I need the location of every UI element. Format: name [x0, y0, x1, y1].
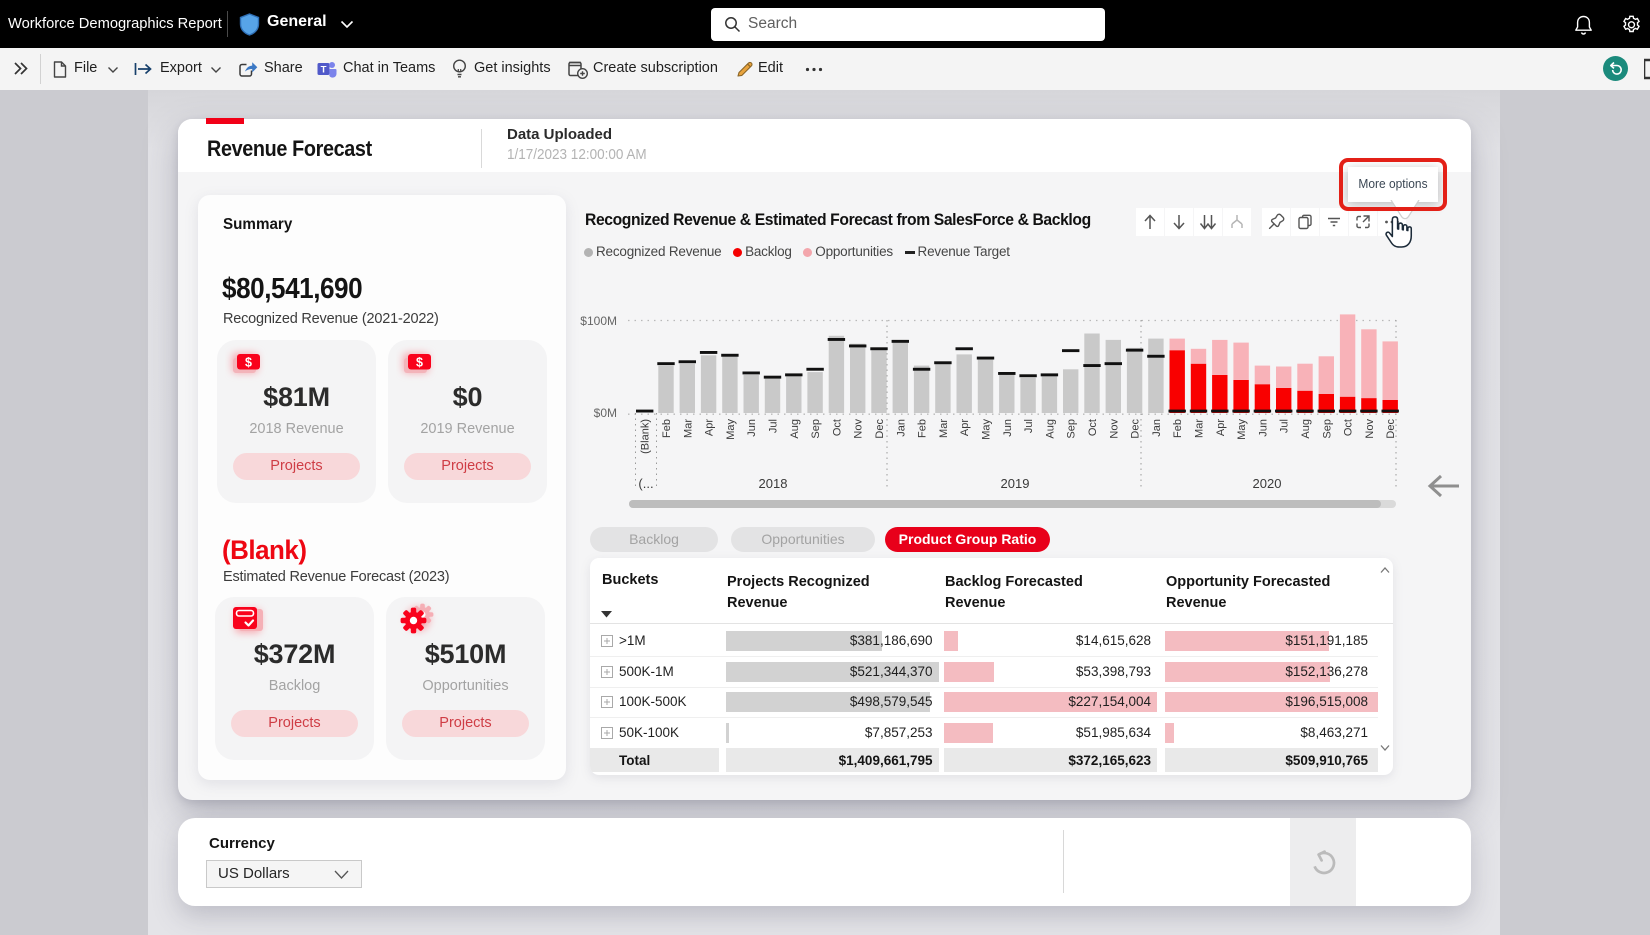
svg-text:Apr: Apr [959, 419, 971, 436]
svg-text:Dec: Dec [1130, 419, 1142, 439]
svg-text:$: $ [245, 356, 252, 370]
svg-text:Sep: Sep [1321, 419, 1333, 439]
svg-text:May: May [1236, 419, 1248, 440]
svg-text:Aug: Aug [1044, 419, 1056, 439]
svg-text:Dec: Dec [1385, 419, 1397, 439]
svg-text:Feb: Feb [661, 419, 673, 438]
svg-text:Dec: Dec [874, 419, 886, 439]
svg-text:Jul: Jul [1279, 419, 1291, 433]
svg-text:Feb: Feb [1172, 419, 1184, 438]
svg-text:$0M: $0M [594, 406, 617, 420]
svg-text:2018: 2018 [759, 476, 788, 491]
svg-text:Aug: Aug [789, 419, 801, 439]
svg-text:(...: (... [638, 476, 653, 491]
svg-text:Jun: Jun [746, 419, 758, 437]
svg-text:2019: 2019 [1001, 476, 1030, 491]
svg-text:Nov: Nov [1364, 419, 1376, 439]
svg-text:Feb: Feb [917, 419, 929, 438]
svg-text:Sep: Sep [1066, 419, 1078, 439]
svg-text:Mar: Mar [938, 419, 950, 438]
svg-text:Jun: Jun [1002, 419, 1014, 437]
svg-text:Oct: Oct [831, 419, 843, 436]
svg-text:Oct: Oct [1343, 419, 1355, 436]
svg-text:Jul: Jul [1023, 419, 1035, 433]
svg-text:Jul: Jul [768, 419, 780, 433]
svg-text:Oct: Oct [1087, 419, 1099, 436]
svg-text:Mar: Mar [1194, 419, 1206, 438]
svg-text:Jan: Jan [1151, 419, 1163, 437]
svg-text:Nov: Nov [853, 419, 865, 439]
svg-text:Apr: Apr [704, 419, 716, 436]
svg-text:Apr: Apr [1215, 419, 1227, 436]
svg-text:2020: 2020 [1253, 476, 1282, 491]
svg-text:Jun: Jun [1257, 419, 1269, 437]
svg-text:Aug: Aug [1300, 419, 1312, 439]
svg-text:May: May [725, 419, 737, 440]
svg-text:Nov: Nov [1108, 419, 1120, 439]
svg-text:Mar: Mar [682, 419, 694, 438]
svg-text:Sep: Sep [810, 419, 822, 439]
svg-text:$100M: $100M [580, 314, 617, 328]
svg-text:May: May [981, 419, 993, 440]
svg-text:T: T [321, 65, 327, 76]
svg-text:(Blank): (Blank) [640, 419, 652, 454]
svg-text:Jan: Jan [895, 419, 907, 437]
svg-text:$: $ [416, 356, 423, 370]
